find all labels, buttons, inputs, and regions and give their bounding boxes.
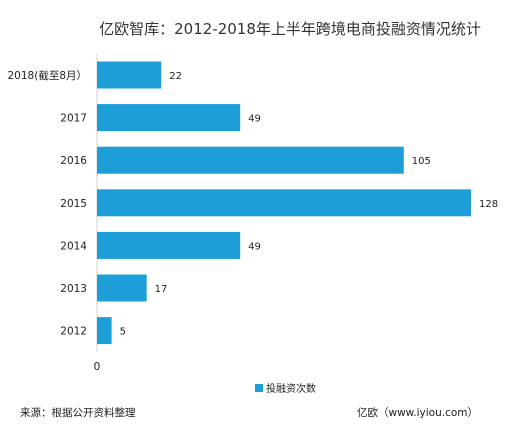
legend-swatch [255, 384, 263, 392]
data-label-4: 49 [248, 241, 261, 252]
bar-0 [97, 61, 162, 89]
category-label-0: 2018(截至8月） [8, 69, 88, 82]
bar-6 [97, 317, 112, 345]
data-label-3: 128 [479, 199, 498, 210]
data-label-2: 105 [412, 156, 431, 167]
chart-title: 亿欧智库：2012-2018年上半年跨境电商投融资情况统计 [99, 20, 481, 38]
footer-brand: 亿欧（www.iyiou.com） [357, 406, 478, 419]
category-label-5: 2013 [60, 283, 87, 295]
bar-4 [97, 231, 241, 259]
bar-5 [97, 274, 147, 302]
category-label-4: 2014 [60, 240, 87, 252]
x-tick-label-0: 0 [94, 361, 101, 373]
plot-area: 2018(截至8月） 22 2017 49 2016 105 2015 128 2014 49 20… [8, 54, 498, 352]
data-label-6: 5 [120, 327, 126, 338]
category-label-1: 2017 [60, 113, 87, 125]
category-label-6: 2012 [60, 326, 87, 338]
legend-label: 投融资次数 [266, 382, 316, 395]
bar-1 [97, 104, 241, 132]
data-label-5: 17 [155, 284, 168, 295]
bar-3 [97, 189, 471, 217]
category-label-2: 2016 [60, 155, 87, 167]
data-label-1: 49 [248, 114, 261, 125]
category-label-3: 2015 [60, 198, 87, 210]
data-label-0: 22 [169, 71, 182, 82]
bar-2 [97, 146, 404, 174]
footer-source: 来源：根据公开资料整理 [20, 406, 136, 419]
